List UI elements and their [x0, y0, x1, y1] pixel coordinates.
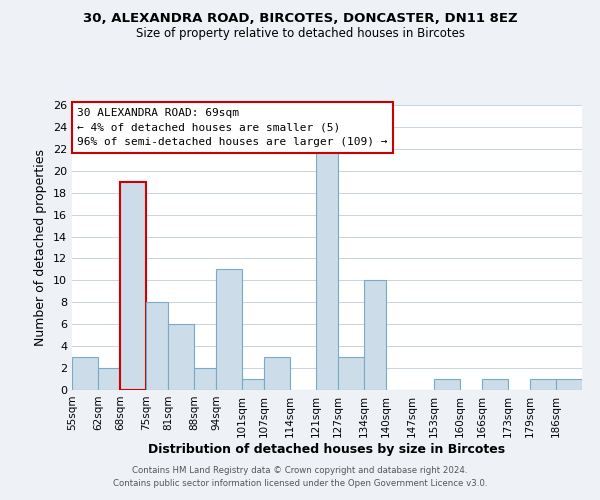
Bar — [316, 149, 338, 390]
Bar — [168, 324, 194, 390]
Bar — [242, 379, 264, 390]
X-axis label: Distribution of detached houses by size in Bircotes: Distribution of detached houses by size … — [148, 442, 506, 456]
Bar — [482, 379, 508, 390]
Bar — [264, 357, 290, 390]
Text: Contains HM Land Registry data © Crown copyright and database right 2024.
Contai: Contains HM Land Registry data © Crown c… — [113, 466, 487, 487]
Bar — [120, 182, 146, 390]
Bar — [364, 280, 386, 390]
Bar — [72, 357, 98, 390]
Bar — [338, 357, 364, 390]
Bar — [556, 379, 582, 390]
Bar — [194, 368, 216, 390]
Bar — [146, 302, 168, 390]
Bar — [98, 368, 120, 390]
Bar — [216, 270, 242, 390]
Bar — [434, 379, 460, 390]
Text: Size of property relative to detached houses in Bircotes: Size of property relative to detached ho… — [136, 28, 464, 40]
Bar — [530, 379, 556, 390]
Text: 30 ALEXANDRA ROAD: 69sqm
← 4% of detached houses are smaller (5)
96% of semi-det: 30 ALEXANDRA ROAD: 69sqm ← 4% of detache… — [77, 108, 388, 148]
Text: 30, ALEXANDRA ROAD, BIRCOTES, DONCASTER, DN11 8EZ: 30, ALEXANDRA ROAD, BIRCOTES, DONCASTER,… — [83, 12, 517, 26]
Y-axis label: Number of detached properties: Number of detached properties — [34, 149, 47, 346]
